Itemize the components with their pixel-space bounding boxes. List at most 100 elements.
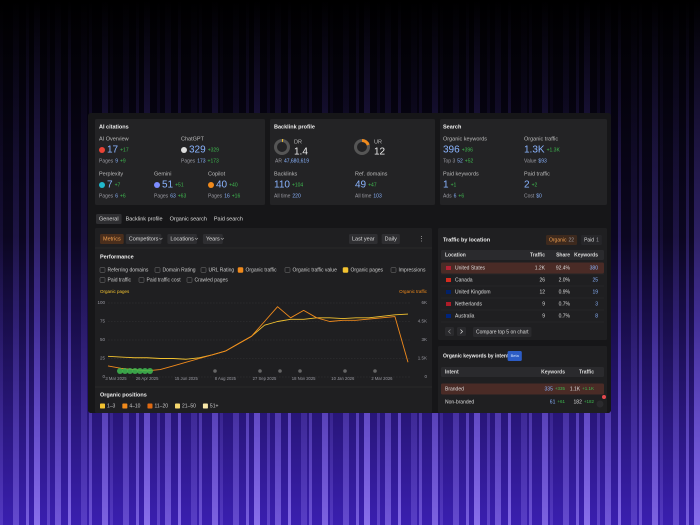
checkbox-label[interactable]: Paid traffic xyxy=(108,277,132,283)
change: +47 xyxy=(368,182,377,188)
button-bg[interactable] xyxy=(349,234,378,244)
checkbox[interactable] xyxy=(99,277,106,283)
checkbox-label[interactable]: URL Rating xyxy=(209,267,235,273)
checkbox-label[interactable]: Referring domains xyxy=(108,267,149,273)
stripe xyxy=(631,0,637,525)
legend-label[interactable]: 11–20 xyxy=(154,403,168,409)
label: Pages xyxy=(154,193,169,199)
legend-swatch[interactable] xyxy=(175,403,181,409)
checkbox-label[interactable]: Domain Rating xyxy=(163,267,196,273)
annotation-marker xyxy=(137,368,143,374)
label: All time xyxy=(274,193,291,199)
change: +51 xyxy=(175,182,184,188)
tab[interactable]: Organic xyxy=(549,237,567,243)
y2-tick-label: 3K xyxy=(421,337,427,342)
button-bg[interactable] xyxy=(381,234,400,244)
toolbar-button[interactable]: Last year xyxy=(352,236,375,242)
checkbox[interactable] xyxy=(200,267,207,273)
button-bg[interactable] xyxy=(100,234,124,244)
change: +9 xyxy=(120,158,126,164)
compare-button[interactable]: Compare top 5 on chart xyxy=(476,329,529,335)
stripe xyxy=(639,0,642,525)
tab[interactable]: General xyxy=(99,216,119,222)
label: AI Overview xyxy=(99,136,129,142)
checkbox-label[interactable]: Impressions xyxy=(399,267,426,273)
change: +6 xyxy=(120,193,126,199)
pager-button[interactable] xyxy=(457,327,466,336)
table-cell: 0.7% xyxy=(559,301,571,307)
toolbar-button[interactable]: Years xyxy=(206,236,220,242)
table-cell: Australia xyxy=(455,313,475,319)
label: ChatGPT xyxy=(181,136,205,142)
table-cell: 0.9% xyxy=(559,289,571,295)
card xyxy=(440,119,607,205)
checkbox[interactable] xyxy=(342,267,349,273)
toolbar-button[interactable]: Metrics xyxy=(103,236,121,242)
label: Cost xyxy=(524,193,535,199)
checkbox-label[interactable]: Organic pages xyxy=(351,267,384,273)
table-cell: 8 xyxy=(595,313,598,319)
toolbar-button[interactable]: Competitors xyxy=(129,236,159,242)
legend-swatch[interactable] xyxy=(100,403,105,409)
stripe xyxy=(673,0,679,525)
label: 103 xyxy=(373,193,382,199)
button-bg[interactable] xyxy=(473,327,532,337)
flag xyxy=(446,266,451,270)
y2-tick-label: 6K xyxy=(421,300,427,305)
label: Paid keywords xyxy=(443,171,479,177)
tab[interactable]: Backlink profile xyxy=(126,216,163,222)
toolbar-button[interactable]: Locations xyxy=(170,236,194,242)
legend-label[interactable]: 51+ xyxy=(210,403,219,409)
legend-label[interactable]: 21–50 xyxy=(182,403,196,409)
change: +2 xyxy=(532,182,538,188)
tab-count: 22 xyxy=(569,237,575,243)
card-title: AI citations xyxy=(99,124,129,130)
metric-value: 396 xyxy=(443,145,460,156)
stripe xyxy=(55,0,61,525)
stripe xyxy=(26,0,29,525)
label: Organic traffic xyxy=(524,136,558,142)
tab-active[interactable] xyxy=(96,214,122,224)
legend-label[interactable]: 1–3 xyxy=(107,403,116,409)
checkbox-label[interactable]: Paid traffic cost xyxy=(147,277,182,283)
checkbox-label[interactable]: Crawled pages xyxy=(195,277,229,283)
help-button[interactable] xyxy=(596,400,604,408)
more-menu[interactable]: ⋮ xyxy=(418,236,425,243)
stripe xyxy=(68,0,71,525)
legend-swatch[interactable] xyxy=(202,403,208,409)
label: Backlinks xyxy=(274,171,297,177)
button-bg[interactable] xyxy=(125,234,162,244)
checkbox[interactable] xyxy=(138,277,145,283)
tab[interactable]: Organic search xyxy=(170,216,207,222)
checkbox[interactable] xyxy=(186,277,193,283)
tab[interactable]: Paid search xyxy=(214,216,243,222)
button-bg[interactable] xyxy=(167,234,197,244)
checkbox[interactable] xyxy=(154,267,161,273)
tab-bg xyxy=(546,235,578,245)
legend-swatch[interactable] xyxy=(122,403,128,409)
legend-label[interactable]: 4–10 xyxy=(129,403,140,409)
table-cell: Netherlands xyxy=(455,301,482,307)
checkbox-label[interactable]: Organic traffic xyxy=(246,267,278,273)
legend-swatch[interactable] xyxy=(147,403,153,409)
flag xyxy=(446,278,451,282)
annotation-marker xyxy=(127,368,133,374)
pager-button[interactable] xyxy=(445,327,454,336)
badge: Beta xyxy=(511,353,520,358)
metric-value: 17 xyxy=(107,145,119,156)
table-cell: Canada xyxy=(455,277,473,283)
checkbox[interactable] xyxy=(390,267,397,273)
toolbar-button[interactable]: Daily xyxy=(385,236,397,242)
icon xyxy=(208,182,214,188)
change: +52 xyxy=(465,158,474,164)
button-bg[interactable] xyxy=(202,234,223,244)
checkbox[interactable] xyxy=(99,267,106,273)
label: Pages xyxy=(99,193,114,199)
table-cell: 1.1K xyxy=(570,386,581,392)
flag xyxy=(446,314,451,318)
tab[interactable]: Paid xyxy=(584,237,594,243)
annotation-marker xyxy=(213,369,217,373)
checkbox[interactable] xyxy=(237,267,244,273)
checkbox-label[interactable]: Organic traffic value xyxy=(293,267,338,273)
checkbox[interactable] xyxy=(284,267,291,273)
